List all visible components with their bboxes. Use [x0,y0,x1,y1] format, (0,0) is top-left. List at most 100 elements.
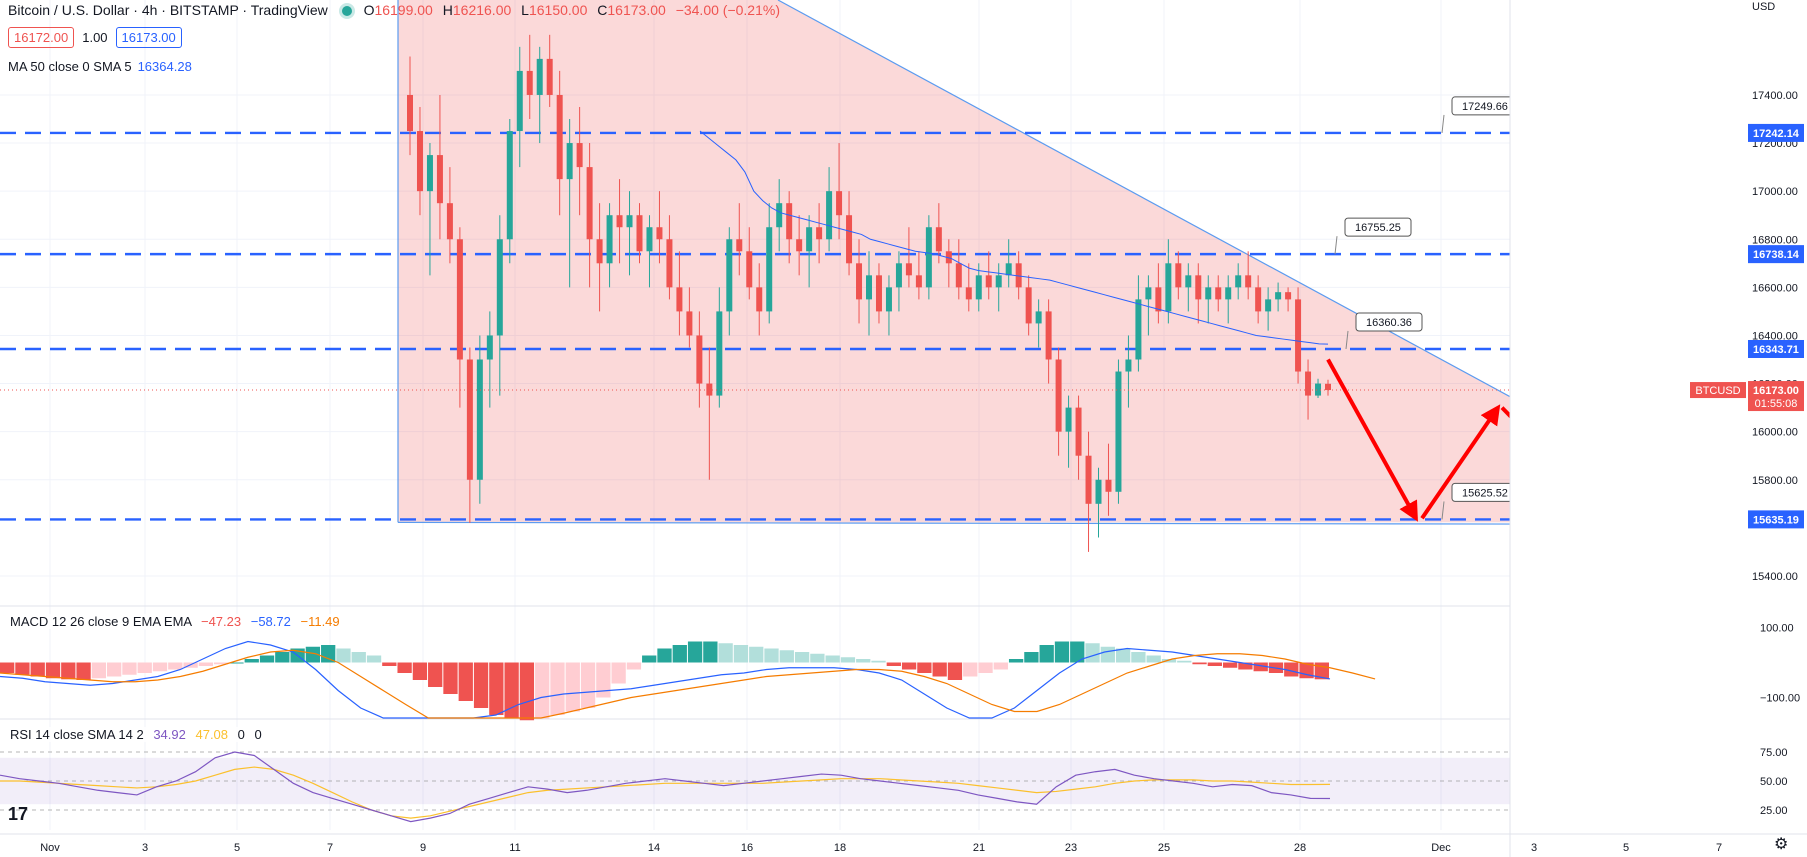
macd-histogram-bar [703,641,718,663]
candle-body [726,239,733,312]
time-tick-label: 7 [1716,842,1722,854]
candle-body [516,70,523,132]
macd-histogram-bar [901,662,917,670]
rsi-ma-value: 47.08 [195,727,229,742]
horizontal-levels[interactable]: 17249.66 16755.25 16360.36 15625.52 [0,96,1519,521]
level-price-tag [1748,245,1804,264]
price-tick-label: 16400.00 [1752,330,1798,342]
macd-histogram-bar [733,645,749,663]
candle-body [965,287,972,300]
candle-body [816,227,823,240]
macd-histogram-bar [749,646,764,663]
level-price-tag-text: 16343.71 [1753,344,1799,356]
candle-body [536,58,543,95]
macd-histogram-bar [687,641,703,663]
candle-body [856,263,863,300]
rsi-tick-label: 50.00 [1760,776,1788,788]
candle-body [426,155,433,192]
macd-histogram-bar [963,662,978,677]
spread-value: 1.00 [82,30,108,45]
tradingview-logo-icon[interactable]: 17 [8,804,29,824]
time-tick-label: 16 [741,842,753,854]
macd-histogram-bar [825,655,840,663]
callout-pointer [1441,114,1445,133]
candle-body [566,143,573,180]
candle-body [446,203,453,240]
time-tick-label: 3 [1531,842,1537,854]
rsi-legend[interactable]: RSI 14 close SMA 14 2 34.92 47.08 0 0 [8,727,264,742]
level-price-tag-text: 17242.14 [1753,128,1800,140]
candle-body [1055,359,1062,432]
macd-tick-label: −100.00 [1760,693,1800,705]
macd-histogram-bar [550,662,565,715]
candle-body [1085,455,1092,504]
settings-gear-icon[interactable]: ⚙ [1774,836,1789,853]
symbol-tag-text: BTCUSD [1695,385,1740,397]
callout-label: 16755.25 [1355,222,1401,234]
symbol-header: Bitcoin / U.S. Dollar · 4h · BITSTAMP · … [8,2,780,18]
macd-legend[interactable]: MACD 12 26 close 9 EMA EMA −47.23 −58.72… [8,614,342,629]
candle-body [915,275,922,288]
price-axis[interactable]: USD15400.0015800.0016000.0016200.0016400… [1509,0,1807,857]
sell-button[interactable]: 16172.00 [8,27,75,48]
buy-button[interactable]: 16173.00 [115,27,182,48]
candle-body [1315,383,1322,396]
candle-body [925,227,932,288]
candle-body [576,143,583,168]
macd-histogram-bar [107,662,122,677]
symbol-title[interactable]: Bitcoin / U.S. Dollar · 4h · BITSTAMP · … [8,2,328,18]
macd-histogram-bar [794,652,810,663]
candle-body [955,263,962,288]
market-open-status-icon [341,6,352,16]
currency-label: USD [1752,1,1775,13]
callout-box [1355,312,1423,332]
macd-histogram-bar [764,648,779,663]
candle-body [1305,371,1312,396]
ma-legend[interactable]: MA 50 close 0 SMA 5 16364.28 [8,59,192,74]
macd-histogram-bar [947,662,963,680]
time-tick-label: 7 [327,842,333,854]
candle-body [596,239,603,264]
macd-histogram-bar [1039,645,1054,663]
macd-histogram-bar [91,662,107,679]
callout-pointer [1345,330,1349,350]
macd-histogram-bar [137,662,152,673]
candle-body [806,227,813,252]
candle-body [696,335,703,384]
callout-label: 15625.52 [1462,487,1508,499]
time-axis[interactable]: Nov 3 5 7 9 11 14 16 18 21 23 25 28 Dec 3 5 7 [0,833,1807,854]
candle-body [476,359,483,480]
macd-line [0,640,1331,719]
countdown-text: 01:55:08 [1755,398,1798,410]
macd-histogram-bar [1192,662,1207,665]
macd-histogram-bar [1253,662,1268,672]
macd-histogram-bar [1131,652,1146,663]
time-tick-label: 5 [234,842,240,854]
time-tick-label: 28 [1294,842,1306,854]
price-tick-label: 16000.00 [1752,427,1798,439]
macd-histogram-bar [122,662,137,675]
macd-histogram-bar [504,662,519,719]
candle-body [836,191,843,216]
macd-histogram-bar [275,652,290,663]
candle-body [436,155,443,204]
candle-body [1095,479,1102,504]
macd-histogram-bar [1008,659,1024,663]
macd-histogram-bar [779,650,794,663]
open-value: 16199.00 [374,2,433,18]
candle-body [786,203,793,240]
candle-body [586,167,593,240]
macd-histogram-bar [0,662,15,673]
candle-body [1185,275,1192,288]
candle-body [466,359,473,480]
candle-body [1135,299,1142,360]
candle-body [1245,275,1252,288]
candle-body [1225,287,1232,300]
macd-histogram-bar [626,662,642,670]
callout-label: 17249.66 [1462,101,1508,113]
price-tick-label: 16600.00 [1752,282,1798,294]
candle-body [776,203,783,228]
macd-histogram-bar [611,662,626,684]
macd-histogram-bar [336,648,351,663]
